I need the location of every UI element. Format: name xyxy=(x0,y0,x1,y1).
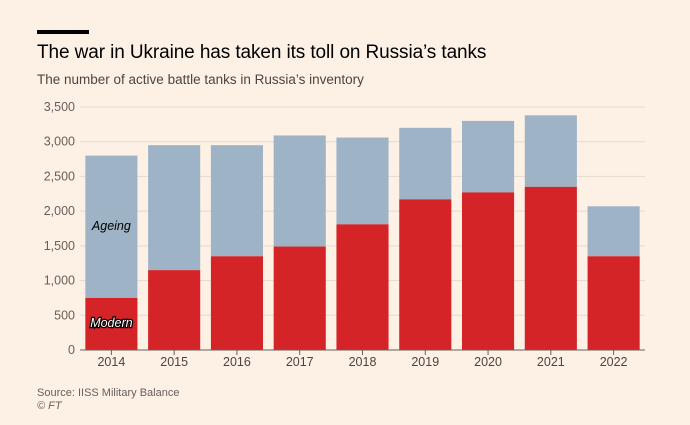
bar-ageing-2020 xyxy=(462,120,515,193)
series-labels: Ageing Modern xyxy=(89,219,134,331)
bars xyxy=(85,115,640,350)
series-label-ageing: Ageing xyxy=(91,219,131,233)
bar-modern-2016 xyxy=(210,256,263,350)
y-tick-label: 1,000 xyxy=(44,274,75,288)
bar-ageing-2016 xyxy=(210,145,263,257)
y-tick-label: 3,000 xyxy=(44,135,75,149)
footer: Source: IISS Military Balance © FT xyxy=(37,387,179,413)
x-tick-label: 2018 xyxy=(349,355,377,369)
bar-ageing-2017 xyxy=(273,135,326,247)
bar-ageing-2021 xyxy=(524,115,577,187)
chart-title: The war in Ukraine has taken its toll on… xyxy=(37,42,487,63)
x-tick-label: 2022 xyxy=(600,355,628,369)
x-tick-label: 2015 xyxy=(160,355,188,369)
x-tick-label: 2014 xyxy=(97,355,125,369)
bar-modern-2014 xyxy=(85,297,138,350)
x-tick-label: 2016 xyxy=(223,355,251,369)
bar-ageing-2014 xyxy=(85,155,138,298)
x-tick-label: 2021 xyxy=(537,355,565,369)
bar-ageing-2019 xyxy=(399,127,452,200)
x-tick-label: 2017 xyxy=(286,355,314,369)
y-tick-label: 0 xyxy=(68,343,75,357)
source-note: Source: IISS Military Balance xyxy=(37,387,180,399)
y-tick-label: 1,500 xyxy=(44,239,75,253)
bar-modern-2022 xyxy=(587,256,640,350)
bar-ageing-2022 xyxy=(587,206,640,257)
bar-ageing-2015 xyxy=(148,145,201,271)
x-tick-label: 2019 xyxy=(411,355,439,369)
bar-modern-2021 xyxy=(524,186,577,350)
bar-modern-2019 xyxy=(399,199,452,350)
header-rule xyxy=(37,30,89,34)
y-axis-tick-labels: 0 500 1,000 1,500 2,000 2,500 3,000 3,500 xyxy=(44,100,75,357)
x-tick-label: 2020 xyxy=(474,355,502,369)
bar-ageing-2018 xyxy=(336,137,389,225)
y-tick-label: 2,000 xyxy=(44,204,75,218)
series-label-modern: Modern xyxy=(90,316,132,330)
chart-subtitle: The number of active battle tanks in Rus… xyxy=(37,72,364,87)
credit-note: © FT xyxy=(37,400,62,412)
bar-modern-2018 xyxy=(336,224,389,350)
y-tick-label: 3,500 xyxy=(44,100,75,114)
y-tick-label: 500 xyxy=(54,308,75,322)
bar-modern-2017 xyxy=(273,246,326,350)
y-tick-label: 2,500 xyxy=(44,169,75,183)
bar-modern-2015 xyxy=(148,270,201,350)
bar-modern-2020 xyxy=(462,192,515,350)
x-axis-tick-labels: 2014 2015 2016 2017 2018 2019 2020 2021 2022 xyxy=(97,350,628,369)
